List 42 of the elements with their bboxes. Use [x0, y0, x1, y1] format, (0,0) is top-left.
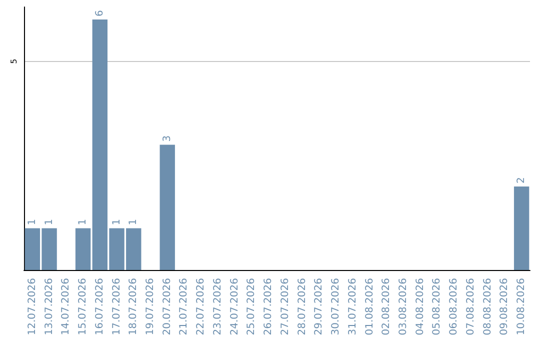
x-tick-label: 14.07.2026 — [60, 278, 72, 336]
x-tick-label: 01.08.2026 — [364, 278, 376, 336]
x-tick-label: 02.08.2026 — [381, 278, 392, 336]
data-label: 1 — [78, 218, 89, 226]
data-label: 1 — [26, 218, 38, 226]
x-tick-label: 03.08.2026 — [398, 278, 409, 336]
bar — [75, 228, 91, 270]
x-tick-label: 29.07.2026 — [314, 278, 325, 336]
x-tick-label: 07.08.2026 — [465, 278, 476, 336]
x-tick-label: 30.07.2026 — [330, 278, 342, 336]
x-tick-label: 10.08.2026 — [516, 278, 528, 336]
bar — [514, 186, 530, 270]
data-label: 6 — [94, 10, 106, 17]
x-tick-label: 18.07.2026 — [128, 278, 140, 336]
data-label: 1 — [111, 218, 122, 226]
x-tick-label: 16.07.2026 — [94, 278, 106, 336]
x-tick-label: 25.07.2026 — [246, 278, 258, 336]
x-tick-label: 19.07.2026 — [145, 278, 156, 336]
bar — [160, 144, 175, 270]
x-tick-label: 17.07.2026 — [111, 278, 122, 336]
y-tick-label: 5 — [10, 58, 18, 64]
x-tick-label: 26.07.2026 — [263, 278, 274, 336]
x-tick-label: 06.08.2026 — [448, 278, 460, 336]
x-tick-label: 12.07.2026 — [26, 278, 38, 336]
data-label: 2 — [516, 177, 528, 184]
x-tick-label: 15.07.2026 — [78, 278, 89, 336]
x-tick-label: 08.08.2026 — [482, 278, 494, 336]
x-tick-label: 22.07.2026 — [196, 278, 207, 336]
x-tick-label: 20.07.2026 — [162, 278, 173, 336]
x-tick-label: 27.07.2026 — [280, 278, 291, 336]
x-tick-label: 24.07.2026 — [229, 278, 240, 336]
x-tick-label: 23.07.2026 — [212, 278, 224, 336]
x-tick-label: 31.07.2026 — [347, 278, 358, 336]
x-tick-label: 21.07.2026 — [178, 278, 190, 336]
x-tick-label: 13.07.2026 — [44, 278, 55, 336]
x-tick-label: 09.08.2026 — [499, 278, 510, 336]
data-label: 1 — [44, 218, 55, 226]
x-tick-label: 28.07.2026 — [296, 278, 308, 336]
x-tick-label: 05.08.2026 — [432, 278, 443, 336]
data-label: 3 — [162, 135, 173, 142]
x-tick-label: 04.08.2026 — [414, 278, 426, 336]
data-label: 1 — [128, 218, 140, 226]
